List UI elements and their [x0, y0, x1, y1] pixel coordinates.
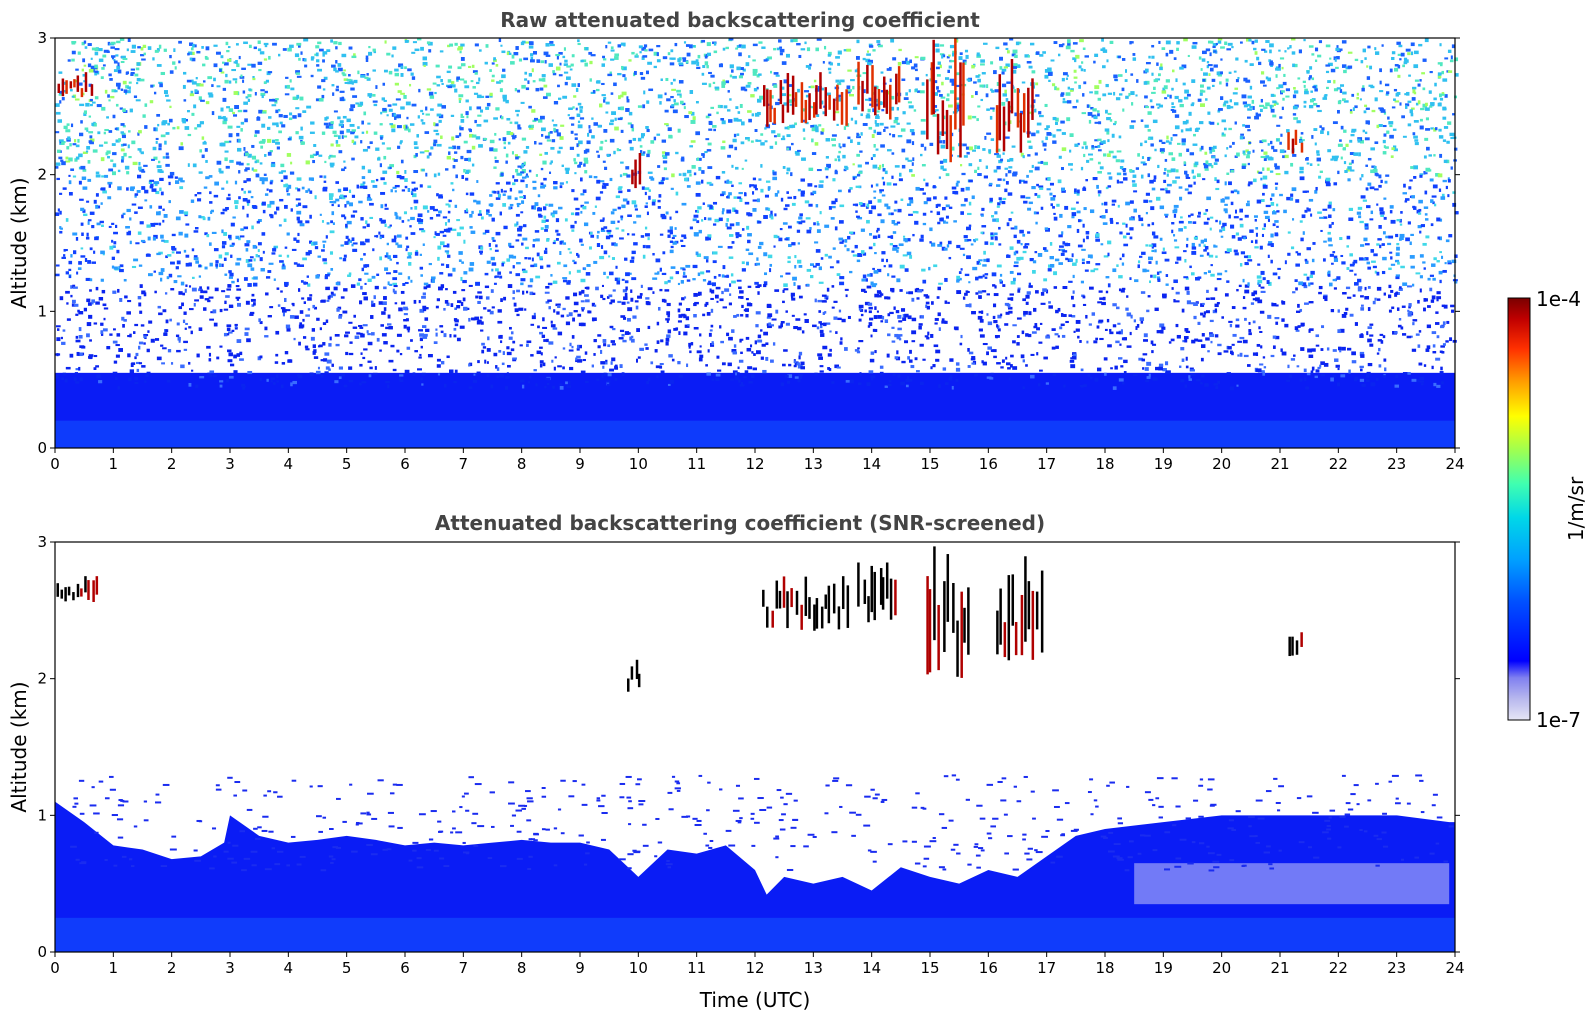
x-tick-label: 6 — [400, 959, 410, 977]
cloud-feature — [57, 72, 94, 98]
x-tick-label: 1 — [109, 959, 119, 977]
cloud-feature — [1288, 632, 1303, 657]
surface-signal — [55, 917, 1455, 952]
x-tick-label: 18 — [1095, 455, 1114, 473]
x-tick-label: 8 — [517, 455, 527, 473]
colorbar-max-label: 1e-4 — [1536, 287, 1581, 311]
x-tick-label: 5 — [342, 455, 352, 473]
x-tick-label: 13 — [804, 959, 823, 977]
x-tick-label: 7 — [459, 455, 469, 473]
cloud-feature — [56, 576, 99, 602]
cloud-feature — [1287, 129, 1304, 154]
x-tick-label: 3 — [225, 959, 235, 977]
raw-panel-y-ticks: 0 1 2 3 — [37, 29, 1460, 457]
y-tick-label: 2 — [37, 166, 47, 184]
noise-speckle — [55, 38, 1459, 391]
colorbar-gradient — [1507, 297, 1531, 721]
raw-panel-title: Raw attenuated backscattering coefficien… — [500, 8, 980, 32]
x-tick-label: 16 — [979, 455, 998, 473]
x-tick-label: 2 — [167, 959, 177, 977]
x-tick-label: 2 — [167, 455, 177, 473]
x-tick-label: 11 — [687, 959, 706, 977]
y-tick-label: 0 — [37, 439, 47, 457]
x-tick-label: 1 — [109, 455, 119, 473]
raw-panel-plot — [55, 38, 1459, 448]
colorbar: 1e-4 1e-7 1/m/sr — [1507, 287, 1588, 732]
x-tick-label: 10 — [629, 959, 648, 977]
x-tick-label: 20 — [1212, 455, 1231, 473]
screened-panel-x-ticks: 0 1 2 3 4 5 6 7 8 9 10 11 12 13 14 15 16 17 18 19 20 21 22 23 24 — [50, 952, 1465, 977]
y-tick-label: 3 — [37, 29, 47, 47]
x-tick-label: 21 — [1270, 959, 1289, 977]
screened-panel-y-ticks: 0 1 2 3 — [37, 533, 1460, 961]
cloud-feature — [995, 59, 1034, 153]
raw-panel: Raw attenuated backscattering coefficien… — [7, 8, 1465, 473]
y-tick-label: 1 — [37, 806, 47, 824]
x-tick-label: 21 — [1270, 455, 1289, 473]
x-tick-label: 14 — [862, 455, 881, 473]
x-tick-label: 4 — [284, 959, 294, 977]
x-tick-label: 17 — [1037, 455, 1056, 473]
x-tick-label: 23 — [1387, 455, 1406, 473]
x-tick-label: 0 — [50, 455, 60, 473]
cloud-feature — [857, 61, 901, 120]
x-tick-label: 16 — [979, 959, 998, 977]
screened-panel: Attenuated backscattering coefficient (S… — [7, 511, 1465, 1012]
screened-panel-y-axis-label: Altitude (km) — [7, 681, 31, 812]
residual-layer-signal — [1134, 863, 1450, 905]
x-tick-label: 7 — [459, 959, 469, 977]
x-tick-label: 10 — [629, 455, 648, 473]
colorbar-min-label: 1e-7 — [1536, 708, 1581, 732]
cloud-feature — [762, 576, 850, 631]
x-tick-label: 12 — [745, 455, 764, 473]
x-tick-label: 12 — [745, 959, 764, 977]
x-tick-label: 9 — [575, 959, 585, 977]
screened-speckle — [70, 774, 1454, 872]
cloud-feature — [996, 556, 1044, 661]
x-tick-label: 3 — [225, 455, 235, 473]
colorbar-unit-label: 1/m/sr — [1564, 476, 1588, 541]
y-tick-label: 0 — [37, 943, 47, 961]
x-tick-label: 8 — [517, 959, 527, 977]
raw-panel-y-axis-label: Altitude (km) — [7, 177, 31, 308]
x-tick-label: 15 — [920, 455, 939, 473]
x-tick-label: 18 — [1095, 959, 1114, 977]
x-tick-label: 4 — [284, 455, 294, 473]
y-tick-label: 3 — [37, 533, 47, 551]
x-tick-label: 20 — [1212, 959, 1231, 977]
cloud-feature — [857, 562, 897, 623]
x-tick-label: 5 — [342, 959, 352, 977]
x-tick-label: 11 — [687, 455, 706, 473]
x-tick-label: 24 — [1445, 959, 1464, 977]
screened-panel-x-axis-label: Time (UTC) — [699, 988, 811, 1012]
x-tick-label: 15 — [920, 959, 939, 977]
x-tick-label: 22 — [1329, 455, 1348, 473]
raw-panel-x-ticks: 0 1 2 3 4 5 6 7 8 9 10 11 12 13 14 15 16 17 18 19 20 21 22 23 24 — [50, 448, 1465, 473]
cloud-feature — [627, 659, 641, 692]
cloud-feature — [763, 72, 848, 127]
x-tick-label: 9 — [575, 455, 585, 473]
x-tick-label: 6 — [400, 455, 410, 473]
screened-panel-title: Attenuated backscattering coefficient (S… — [435, 511, 1045, 535]
y-tick-label: 2 — [37, 670, 47, 688]
x-tick-label: 24 — [1445, 455, 1464, 473]
boundary-layer-signal — [55, 801, 1455, 952]
surface-signal — [55, 420, 1455, 448]
x-tick-label: 22 — [1329, 959, 1348, 977]
cloud-feature — [631, 153, 642, 189]
y-tick-label: 1 — [37, 302, 47, 320]
x-tick-label: 17 — [1037, 959, 1056, 977]
x-tick-label: 14 — [862, 959, 881, 977]
x-tick-label: 19 — [1154, 455, 1173, 473]
cloud-feature — [926, 38, 965, 163]
screened-panel-plot — [55, 546, 1455, 952]
x-tick-label: 0 — [50, 959, 60, 977]
x-tick-label: 23 — [1387, 959, 1406, 977]
x-tick-label: 19 — [1154, 959, 1173, 977]
cloud-feature — [926, 546, 970, 678]
x-tick-label: 13 — [804, 455, 823, 473]
